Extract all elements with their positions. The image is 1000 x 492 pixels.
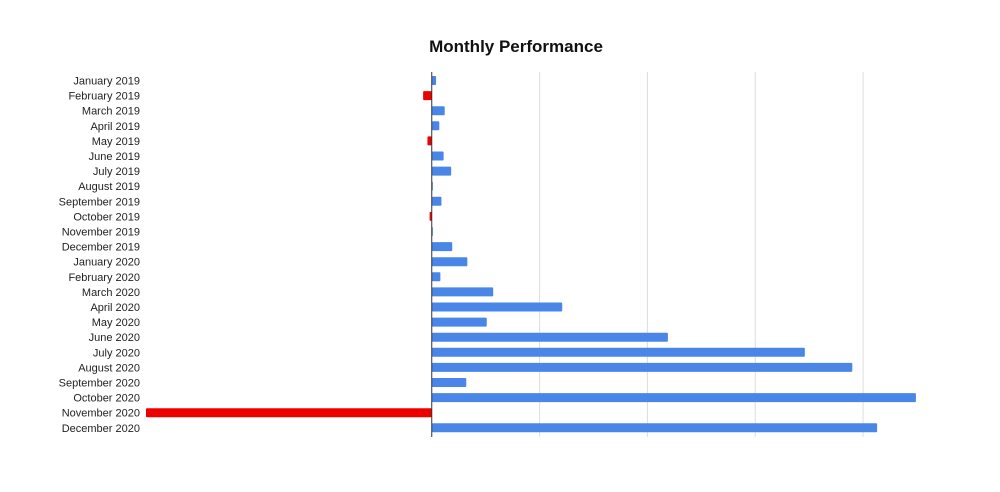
category-label: September 2019 <box>59 196 140 208</box>
bar <box>146 408 432 418</box>
bar <box>431 106 445 116</box>
category-label: October 2019 <box>73 211 140 223</box>
category-label: August 2020 <box>78 362 140 374</box>
category-labels: January 2019 February 2019 March 2019 April… <box>59 76 140 435</box>
category-label: November 2019 <box>62 227 140 239</box>
category-label: October 2020 <box>73 393 140 405</box>
bar <box>431 151 444 161</box>
bar <box>431 332 668 342</box>
category-label: December 2019 <box>62 242 140 254</box>
bar <box>431 121 440 131</box>
category-label: February 2020 <box>68 272 140 284</box>
bar <box>431 287 494 297</box>
bar <box>431 347 805 357</box>
bar <box>431 166 452 176</box>
category-label: May 2020 <box>92 317 140 329</box>
category-label: March 2019 <box>82 106 140 118</box>
chart-title: Monthly Performance <box>429 37 603 56</box>
bar <box>431 378 467 387</box>
category-label: June 2020 <box>89 332 140 344</box>
bar <box>423 91 432 101</box>
bar <box>427 136 432 146</box>
category-label: July 2020 <box>93 347 140 359</box>
category-label: November 2020 <box>62 408 140 420</box>
gridlines <box>539 72 864 437</box>
bar <box>431 393 916 403</box>
category-label: September 2020 <box>59 378 140 390</box>
bar <box>431 272 441 282</box>
bar <box>431 242 453 252</box>
category-label: March 2020 <box>82 287 140 299</box>
bar <box>431 257 468 267</box>
category-label: February 2019 <box>68 91 140 103</box>
category-label: April 2019 <box>90 121 140 133</box>
category-label: January 2019 <box>73 76 140 88</box>
bar <box>431 76 437 85</box>
bar <box>431 302 563 312</box>
category-label: April 2020 <box>90 302 140 314</box>
category-label: May 2019 <box>92 136 140 148</box>
bar <box>431 362 853 372</box>
category-label: December 2020 <box>62 423 140 435</box>
bar <box>431 196 442 206</box>
bar <box>429 211 432 221</box>
bars <box>146 76 916 433</box>
category-label: July 2019 <box>93 166 140 178</box>
category-label: January 2020 <box>73 257 140 269</box>
bar <box>431 423 878 433</box>
category-label: August 2019 <box>78 181 140 193</box>
category-label: June 2019 <box>89 151 140 163</box>
bar <box>431 317 487 327</box>
